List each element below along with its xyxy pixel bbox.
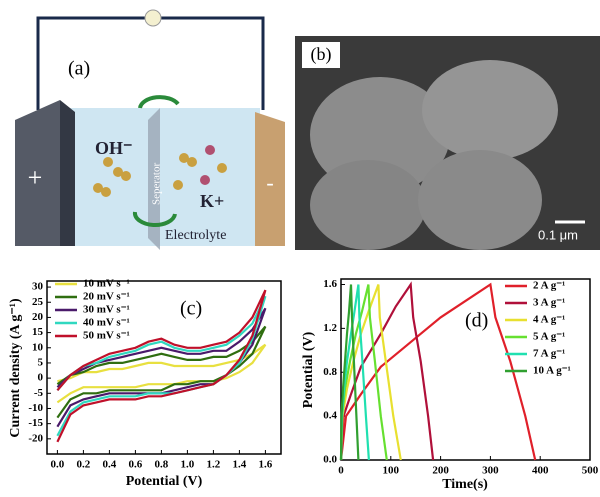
cation: K+	[200, 191, 224, 211]
y-tick-label: 5	[38, 356, 44, 368]
series-line	[339, 282, 537, 461]
legend-label: 40 mV s⁻¹	[83, 317, 130, 329]
x-tick-label: 500	[582, 465, 599, 477]
legend-label: 3 A g⁻¹	[533, 297, 565, 309]
series-line	[56, 289, 267, 443]
plot-frame	[340, 278, 591, 461]
y-tick-label: 0.8	[323, 366, 337, 378]
legend-label: 4 A g⁻¹	[533, 314, 565, 326]
x-tick-label: 300	[482, 465, 499, 477]
y-tick-label: 20	[32, 311, 44, 323]
x-tick-label: 400	[532, 465, 549, 477]
x-tick-label: 0.0	[51, 459, 65, 471]
x-tick-label: 0.2	[77, 459, 91, 471]
y-tick-label: 0.0	[323, 454, 337, 466]
y-tick-label: 0.4	[323, 410, 337, 422]
separator	[148, 108, 160, 250]
x-axis-label: Time(s)	[442, 477, 488, 492]
legend-label: 2 A g⁻¹	[533, 280, 565, 292]
particle	[418, 150, 542, 250]
minus: -	[266, 170, 273, 195]
y-tick-label: 1.6	[323, 278, 337, 290]
y-tick-label: 30	[32, 281, 44, 293]
panel-label: (b)	[311, 44, 332, 65]
y-tick-label: -15	[28, 417, 43, 429]
x-tick-label: 1.6	[259, 459, 273, 471]
particle	[310, 160, 426, 250]
plus: +	[28, 163, 43, 192]
particle	[422, 60, 558, 160]
y-axis-label: Current density (A g⁻¹)	[8, 298, 23, 438]
legend-label: 20 mV s⁻¹	[83, 291, 130, 303]
y-tick-label: -10	[28, 402, 43, 414]
y-tick-label: 1.2	[323, 322, 337, 334]
x-tick-label: 200	[432, 465, 449, 477]
series-line	[339, 284, 360, 461]
bulb	[144, 9, 162, 27]
legend-label: 7 A g⁻¹	[533, 348, 565, 360]
legend-label: 10 A g⁻¹	[533, 365, 571, 377]
y-tick-label: 10	[32, 341, 44, 353]
x-tick-label: 0	[338, 465, 344, 477]
y-tick-label: -5	[34, 387, 44, 399]
x-tick-label: 0.6	[129, 459, 143, 471]
cathode	[255, 112, 285, 246]
series-line	[339, 284, 402, 461]
y-tick-label: -20	[28, 432, 43, 444]
x-tick-label: 1.4	[233, 459, 247, 471]
y-tick-label: 0	[38, 372, 44, 384]
plot-frame	[46, 280, 282, 455]
x-tick-label: 1.0	[181, 459, 195, 471]
anode	[15, 100, 60, 246]
panel-label: (a)	[68, 58, 90, 80]
legend-label: 30 mV s⁻¹	[83, 304, 130, 316]
series-line	[56, 325, 267, 419]
label-box	[302, 42, 340, 68]
x-tick-label: 100	[383, 465, 400, 477]
schematic: (a) + - OH⁻ K+ Seperator Electrolyte	[15, 9, 285, 250]
scale-label: 0.1 μm	[538, 227, 578, 242]
legend-label: 50 mV s⁻¹	[83, 330, 130, 342]
separator-label: Seperator	[151, 163, 163, 205]
y-tick-label: 25	[32, 296, 44, 308]
x-axis-label: Potential (V)	[126, 474, 203, 489]
series-line	[56, 295, 267, 437]
series-line	[56, 307, 267, 428]
y-axis-label: Potential (V)	[301, 331, 316, 408]
x-tick-label: 1.2	[207, 459, 221, 471]
x-tick-label: 0.4	[103, 459, 117, 471]
legend-label: 10 mV s⁻¹	[83, 278, 130, 290]
electrolyte-label: Electrolyte	[165, 228, 226, 243]
panel-label: (d)	[465, 310, 488, 332]
anion: OH⁻	[95, 138, 133, 158]
ions	[93, 145, 227, 197]
y-tick-label: 15	[32, 326, 44, 338]
x-tick-label: 0.8	[155, 459, 169, 471]
series-line	[56, 343, 267, 404]
sem-image: (b) 0.1 μm	[295, 36, 600, 250]
legend-label: 5 A g⁻¹	[533, 331, 565, 343]
panel-label: (c)	[180, 298, 202, 320]
anode-side	[60, 100, 75, 246]
series-line	[339, 281, 435, 461]
arrow	[132, 211, 177, 228]
arrow	[138, 95, 180, 109]
